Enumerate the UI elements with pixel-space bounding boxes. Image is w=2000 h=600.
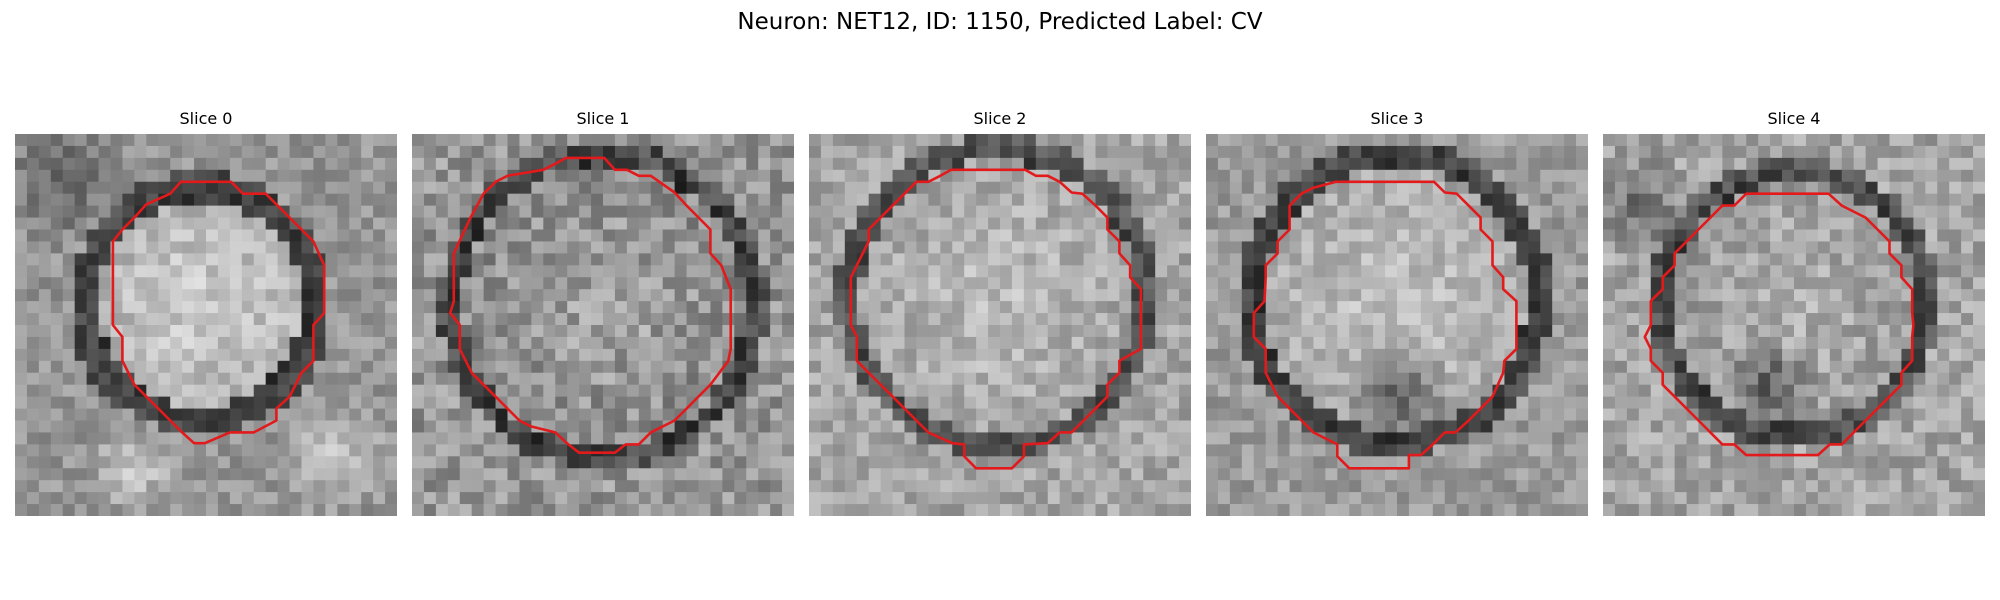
slice-3-title: Slice 3 (1370, 109, 1424, 128)
slice-2-title: Slice 2 (973, 109, 1027, 128)
slice-0-pixels (15, 134, 397, 516)
slice-2-pixels (809, 134, 1191, 516)
slice-0-title: Slice 0 (179, 109, 233, 128)
slice-1-pixels (412, 134, 794, 516)
slice-3-pixels (1206, 134, 1588, 516)
slice-0-image (15, 134, 397, 516)
slice-0-contour (111, 180, 326, 445)
slice-3-image (1206, 134, 1588, 516)
slice-2-image (809, 134, 1191, 516)
slice-2-contour (849, 168, 1143, 470)
slice-1-image (412, 134, 794, 516)
slice-4-contour (1643, 192, 1915, 457)
figure-title: Neuron: NET12, ID: 1150, Predicted Label… (737, 9, 1263, 35)
slice-4-pixels (1603, 134, 1985, 516)
slice-4-title: Slice 4 (1767, 109, 1821, 128)
slice-1-title: Slice 1 (576, 109, 630, 128)
slice-3-contour (1252, 180, 1518, 470)
slice-4-image (1603, 134, 1985, 516)
slice-1-contour (448, 156, 733, 455)
